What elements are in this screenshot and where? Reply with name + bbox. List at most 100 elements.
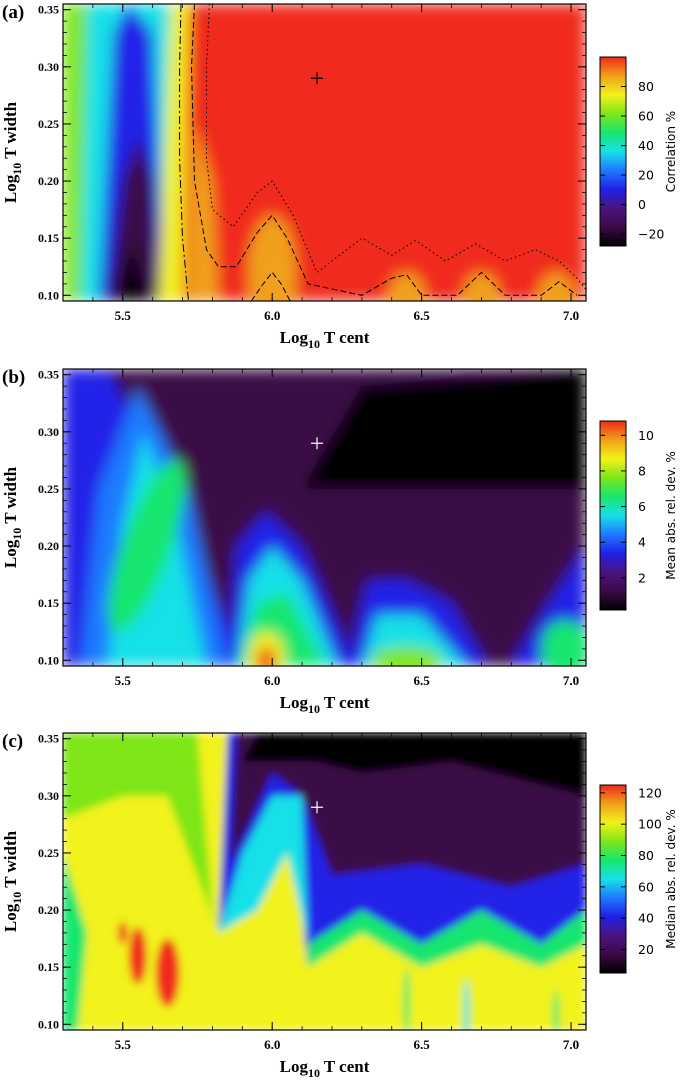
x-tick-label: 5.5: [115, 1037, 132, 1052]
colorbar-tick-label: 20: [638, 942, 654, 957]
field-upper-dark: [302, 369, 586, 489]
colorbar-tick-label: −20: [638, 227, 664, 242]
x-tick-label: 6.0: [264, 673, 280, 688]
colorbar-tick-label: 0: [638, 197, 646, 212]
heatmap-field: [63, 369, 586, 666]
colorbar-tick-label: 120: [638, 785, 662, 800]
field-orange-bump: [463, 272, 500, 301]
colorbar-tick-label: 40: [638, 911, 654, 926]
field-mid-green: [553, 990, 560, 1030]
contour-dashed: [190, 4, 578, 296]
field-orange-bump: [538, 272, 575, 301]
x-tick-label: 5.5: [115, 673, 132, 688]
field-mid-green: [403, 967, 410, 1030]
field-mid-cyan: [463, 978, 470, 1030]
y-tick-label: 0.30: [38, 425, 59, 439]
y-tick-label: 0.20: [38, 539, 59, 553]
field-right-green: [308, 910, 586, 968]
y-tick-label: 0.25: [38, 482, 59, 496]
x-axis-label: Log10 T cent: [280, 693, 370, 716]
field-band-black: [116, 238, 147, 301]
colorbar-label: Median abs. rel. dev. %: [664, 809, 678, 949]
y-tick-label: 0.15: [38, 231, 59, 245]
field-red-spot: [155, 938, 180, 1008]
plot-frame: [62, 732, 587, 1031]
y-axis-label: Log10 T width: [1, 830, 24, 932]
field-orange-bump: [388, 272, 425, 301]
colorbar-label: Mean abs. rel. dev. %: [664, 451, 678, 580]
x-tick-label: 5.5: [115, 308, 132, 323]
y-axis-label: Log10 T width: [1, 466, 24, 568]
panel-3: 5.5 6.0 6.5 7.0 0.10 0.15 0.20 0.25 0.30 0.35 (c) L…: [1, 731, 678, 1080]
y-axis-label: Log10 T width: [1, 101, 24, 203]
contour-dashed: [250, 271, 291, 301]
field-orange-bump: [248, 215, 297, 301]
panel-label: (b): [2, 367, 25, 388]
y-tick-label: 0.25: [38, 117, 59, 131]
colorbar-tick-label: 4: [638, 535, 646, 550]
field-right-yellow: [308, 932, 586, 1030]
field-band-dark: [107, 135, 159, 301]
field-mid-red: [257, 646, 276, 666]
colorbar-tick-label: 100: [638, 817, 662, 832]
colorbar: [599, 420, 627, 611]
panel-label: (a): [2, 2, 24, 23]
colorbar-tick-label: 80: [638, 79, 654, 94]
x-tick-label: 6.5: [414, 673, 431, 688]
field-mid-cyan: [218, 795, 309, 945]
y-tick-label: 0.30: [38, 60, 59, 74]
colorbar-tick-label: 80: [638, 848, 654, 863]
field-right-green: [370, 646, 443, 666]
x-tick-label: 7.0: [563, 1037, 579, 1052]
y-tick-label: 0.35: [38, 368, 59, 382]
heatmap-surface: [63, 369, 586, 666]
y-tick-label: 0.10: [38, 653, 59, 667]
y-tick-label: 0.15: [38, 596, 59, 610]
heatmap-field: [63, 733, 586, 1030]
y-tick-label: 0.30: [38, 789, 59, 803]
field-far-green: [541, 620, 586, 666]
field-upper-left-green: [63, 733, 219, 933]
colorbar: [599, 784, 627, 974]
x-axis-label: Log10 T cent: [280, 1057, 370, 1080]
heatmap-surface: [63, 733, 586, 1030]
colorbar-tick-label: 60: [638, 109, 654, 124]
field-red-spot: [128, 927, 147, 985]
colorbar-tick-label: 60: [638, 879, 654, 894]
y-tick-label: 0.10: [38, 288, 59, 302]
colorbar-tick-label: 10: [638, 428, 654, 443]
field-edge-green: [63, 852, 87, 1030]
x-tick-label: 6.5: [414, 308, 431, 323]
x-tick-label: 7.0: [563, 308, 579, 323]
field-right-dark: [242, 733, 586, 796]
colorbar-tick-label: 40: [638, 138, 654, 153]
x-tick-label: 7.0: [563, 673, 579, 688]
field-red-spot: [118, 921, 128, 945]
colorbar-tick-label: 6: [638, 499, 646, 514]
colorbar-tick-label: 8: [638, 463, 646, 478]
y-tick-label: 0.35: [38, 732, 59, 746]
plot-frame: [62, 3, 587, 302]
y-tick-label: 0.20: [38, 174, 59, 188]
heatmap-surface: [63, 4, 586, 301]
x-tick-label: 6.0: [264, 308, 280, 323]
panel-label: (c): [2, 731, 23, 752]
panel-2: 5.5 6.0 6.5 7.0 0.10 0.15 0.20 0.25 0.30 0.35 (b) L…: [1, 367, 678, 716]
y-tick-label: 0.10: [38, 1017, 59, 1031]
colorbar: [599, 56, 627, 247]
x-tick-label: 6.5: [414, 1037, 431, 1052]
y-tick-label: 0.15: [38, 960, 59, 974]
colorbar-label: Correlation %: [664, 111, 678, 192]
plot-frame: [62, 368, 587, 667]
heatmap-field: [63, 4, 586, 301]
x-axis-label: Log10 T cent: [280, 328, 370, 351]
field-left-green: [108, 459, 186, 633]
colorbar-tick-label: 2: [638, 570, 646, 585]
x-tick-label: 6.0: [264, 1037, 280, 1052]
panel-1: 5.5 6.0 6.5 7.0 0.10 0.15 0.20 0.25 0.30 0.35 (a) L…: [1, 2, 678, 351]
y-tick-label: 0.35: [38, 3, 59, 17]
y-tick-label: 0.20: [38, 903, 59, 917]
colorbar-tick-label: 20: [638, 168, 654, 183]
y-tick-label: 0.25: [38, 846, 59, 860]
